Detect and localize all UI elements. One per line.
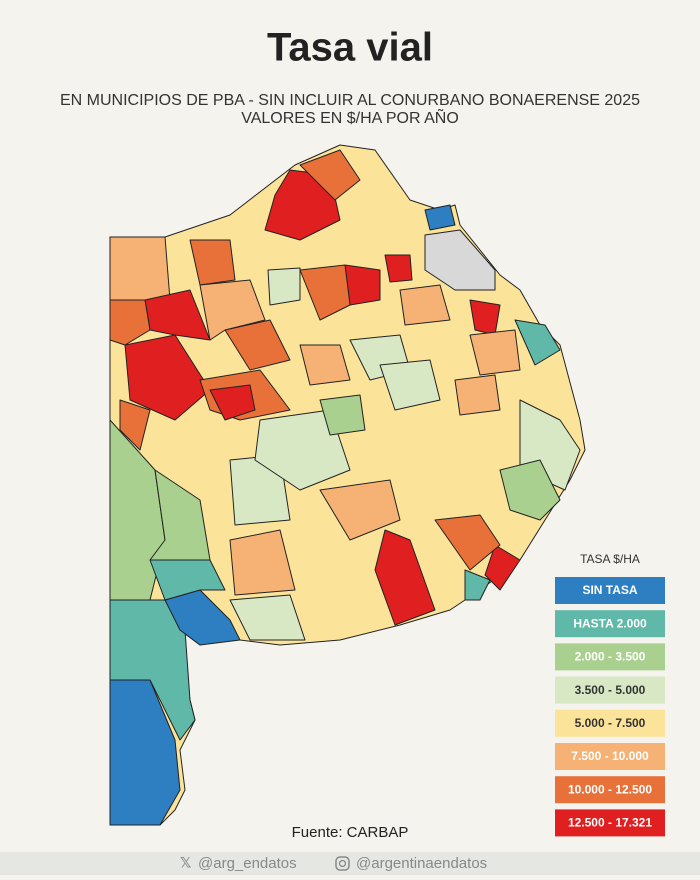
- legend-swatch: [555, 743, 665, 770]
- municipio: [434, 514, 501, 571]
- conurbano: [424, 229, 496, 291]
- municipio: [469, 329, 521, 376]
- municipio: [514, 319, 561, 366]
- legend-label: 5.000 - 7.500: [575, 716, 646, 730]
- municipio: [199, 279, 266, 341]
- title: Tasa vial: [267, 26, 433, 70]
- footer-bar: [0, 852, 700, 875]
- twitter-handle: @arg_endatos: [198, 855, 297, 872]
- municipio: [379, 359, 441, 411]
- municipio: [189, 239, 236, 286]
- municipio: [124, 334, 211, 421]
- municipio: [224, 319, 291, 371]
- municipio: [299, 344, 351, 386]
- subtitle: VALORES EN $/HA POR AÑO: [241, 107, 459, 127]
- municipio: [319, 394, 366, 436]
- municipio: [374, 529, 436, 626]
- legend-title: TASA $/HA: [580, 552, 640, 566]
- municipio: [149, 469, 211, 561]
- instagram-handle: @argentinaendatos: [356, 855, 487, 872]
- legend-swatch: [555, 809, 665, 837]
- municipio: [267, 267, 301, 306]
- legend-swatch: [555, 610, 665, 638]
- municipio: [229, 594, 306, 641]
- legend-swatch: [555, 776, 665, 804]
- legend-label: 2.000 - 3.500: [575, 650, 646, 664]
- municipio: [319, 479, 401, 541]
- municipio: [469, 299, 501, 336]
- legend: SIN TASA HASTA 2.000 2.000 - 3.500 3.500 - …: [555, 577, 665, 837]
- subtitle: EN MUNICIPIOS DE PBA - SIN INCLUIR AL CO…: [60, 92, 640, 109]
- legend-label: 10.000 - 12.500: [568, 782, 652, 796]
- municipio: [229, 529, 296, 596]
- municipio: [109, 236, 171, 301]
- legend-swatch: [555, 643, 665, 671]
- municipio: [299, 264, 351, 321]
- legend-label: SIN TASA: [582, 583, 637, 597]
- municipio: [464, 569, 491, 601]
- instagram-icon: [335, 856, 350, 871]
- x-icon: 𝕏: [180, 855, 191, 871]
- legend-label: 3.500 - 5.000: [575, 683, 646, 697]
- municipio: [384, 254, 413, 283]
- instagram-icon-lens: [338, 859, 347, 868]
- legend-label: 12.500 - 17.321: [568, 816, 652, 830]
- municipio: [454, 374, 501, 416]
- legend-label: HASTA 2.000: [573, 616, 647, 630]
- municipio: [119, 399, 151, 451]
- municipio: [499, 459, 561, 521]
- legend-swatch: [555, 676, 665, 704]
- legend-swatch: [555, 577, 665, 604]
- municipio: [109, 299, 151, 346]
- source: Fuente: CARBAP: [292, 824, 409, 841]
- municipio: [424, 204, 456, 231]
- municipio: [299, 149, 361, 201]
- municipio: [344, 264, 381, 306]
- map: [109, 144, 586, 826]
- municipio: [254, 409, 351, 491]
- legend-swatch: [555, 709, 665, 737]
- municipio: [484, 544, 521, 591]
- legend-label: 7.500 - 10.000: [571, 749, 649, 763]
- municipio: [399, 284, 451, 326]
- municipio: [209, 384, 256, 421]
